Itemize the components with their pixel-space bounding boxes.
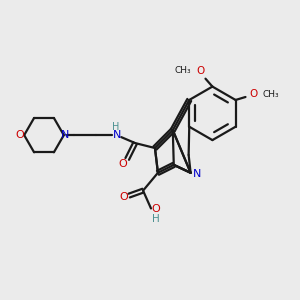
- Text: O: O: [196, 66, 205, 76]
- Text: H: H: [112, 122, 119, 132]
- Text: N: N: [61, 130, 69, 140]
- Text: N: N: [113, 130, 122, 140]
- Text: CH₃: CH₃: [174, 66, 191, 75]
- Text: O: O: [118, 159, 127, 169]
- Text: H: H: [152, 214, 160, 224]
- Text: N: N: [192, 169, 201, 179]
- Text: O: O: [249, 89, 257, 99]
- Text: O: O: [120, 192, 129, 202]
- Text: CH₃: CH₃: [263, 89, 280, 98]
- Text: O: O: [16, 130, 25, 140]
- Text: O: O: [152, 204, 160, 214]
